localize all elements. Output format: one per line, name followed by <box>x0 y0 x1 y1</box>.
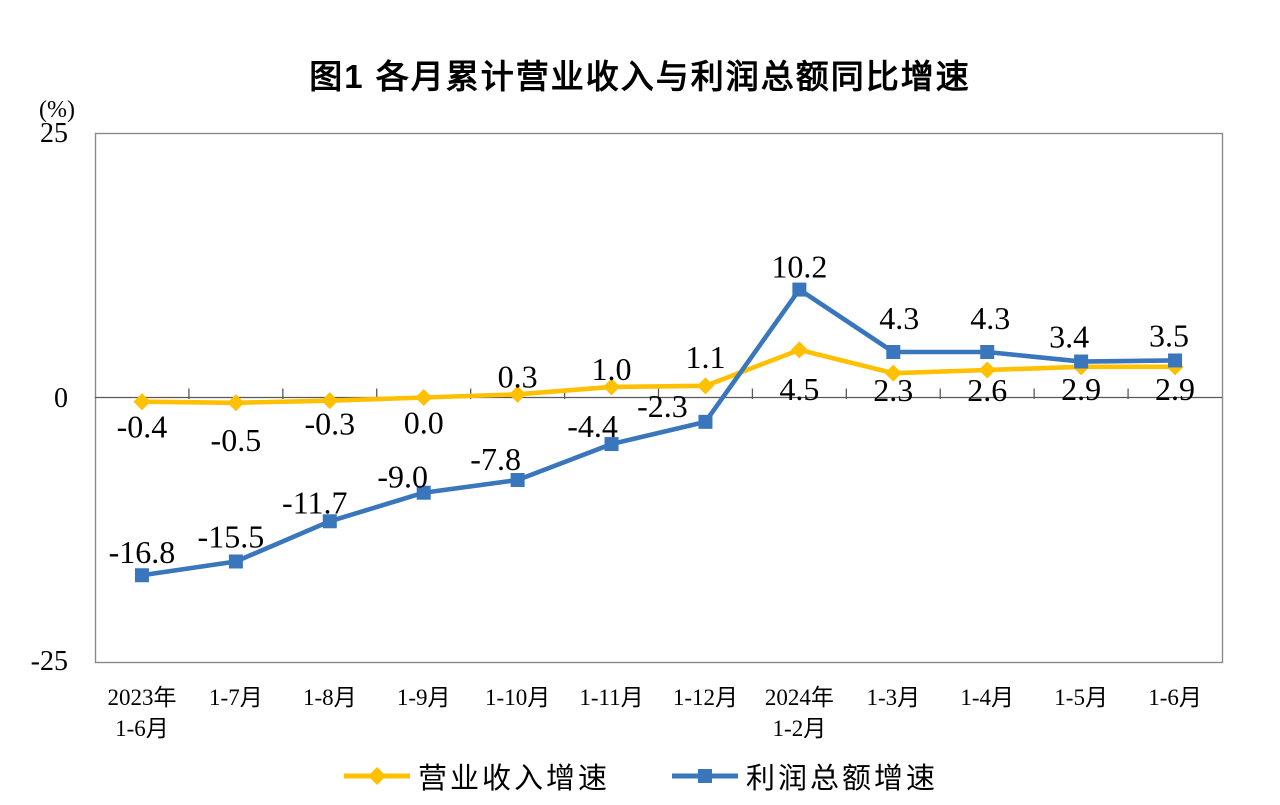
data-point-label: 10.2 <box>771 249 827 285</box>
data-point-marker <box>790 341 808 359</box>
data-point-marker <box>134 568 149 583</box>
x-axis-label: 1-9月 <box>397 685 451 710</box>
data-point-marker <box>604 437 619 452</box>
chart-title: 图1 各月累计营业收入与利润总额同比增速 <box>309 58 971 95</box>
data-point-label: 2.9 <box>1155 371 1195 407</box>
data-point-label: -0.3 <box>304 406 355 442</box>
data-point-label: 3.5 <box>1149 317 1189 353</box>
data-point-marker <box>415 389 433 406</box>
series-line-1 <box>139 287 1178 578</box>
legend-item-revenue: 营业收入增速 <box>342 755 610 797</box>
data-point-label: -7.8 <box>470 441 521 477</box>
data-point-marker <box>133 393 151 411</box>
x-axis-label: 1-11月 <box>579 685 643 710</box>
series-line-0 <box>139 347 1178 406</box>
data-point-label: -2.3 <box>637 388 688 424</box>
x-axis-label: 1-7月 <box>209 685 263 710</box>
data-point-label: -0.4 <box>117 409 168 445</box>
data-point-marker <box>416 485 431 500</box>
legend-label-profit: 利润总额增速 <box>746 763 939 795</box>
data-point-label: 0.0 <box>404 405 444 441</box>
y-axis-label: 0 <box>54 383 68 414</box>
y-axis-label: 25 <box>40 118 68 149</box>
revenue-line-marker-icon <box>343 767 410 785</box>
square-marker-icon <box>698 769 712 783</box>
y-axis-label: -25 <box>31 646 68 677</box>
data-point-label: 2.6 <box>967 372 1007 408</box>
data-point-marker <box>980 345 995 360</box>
x-axis-label: 1-6月 <box>115 716 169 741</box>
data-point-marker <box>322 514 337 529</box>
data-point-label: -0.5 <box>211 422 262 458</box>
data-point-label: 4.3 <box>879 300 919 336</box>
x-axis-label: 1-8月 <box>303 685 357 710</box>
data-point-marker <box>792 282 807 297</box>
legend-label-revenue: 营业收入增速 <box>417 763 610 795</box>
data-point-marker <box>886 345 901 360</box>
x-axis-label: 1-12月 <box>673 685 738 710</box>
data-point-label: 4.3 <box>970 300 1010 336</box>
x-axis-label: 1-10月 <box>485 685 550 710</box>
data-point-marker <box>603 378 621 396</box>
profit-line-marker-icon <box>672 769 738 783</box>
data-point-label: -11.7 <box>282 484 347 520</box>
data-point-marker <box>884 364 902 382</box>
data-point-label: -4.4 <box>567 408 618 444</box>
data-point-marker <box>510 473 525 488</box>
data-point-marker <box>321 392 339 410</box>
y-axis-unit-label: (%) <box>39 97 75 123</box>
x-axis-label: 1-6月 <box>1148 685 1202 710</box>
data-point-label: 4.5 <box>779 371 819 407</box>
data-point-marker <box>696 377 714 395</box>
data-point-marker <box>509 385 527 403</box>
x-axis-label: 2023年 <box>107 685 176 710</box>
data-point-label: 1.1 <box>685 339 725 375</box>
x-axis-label: 1-4月 <box>960 685 1014 710</box>
data-point-label: 2.3 <box>873 372 913 408</box>
data-point-label: -15.5 <box>198 518 265 554</box>
data-point-marker <box>228 554 243 569</box>
data-point-label: 1.0 <box>592 351 632 387</box>
x-axis-label: 1-3月 <box>866 685 920 710</box>
x-axis-label: 1-2月 <box>773 716 827 741</box>
data-point-label: 3.4 <box>1049 319 1089 355</box>
data-point-label: 2.9 <box>1061 371 1101 407</box>
legend-item-profit: 利润总额增速 <box>670 755 938 797</box>
data-point-marker <box>698 414 713 429</box>
x-axis-label: 1-5月 <box>1054 685 1108 710</box>
data-point-label: 0.3 <box>498 358 538 394</box>
data-point-label: -9.0 <box>377 459 428 495</box>
x-axis-label: 2024年 <box>765 685 834 710</box>
data-point-marker <box>978 361 996 379</box>
data-point-marker <box>1074 354 1089 369</box>
data-point-marker <box>227 394 245 412</box>
diamond-marker-icon <box>367 767 386 785</box>
legend: 营业收入增速 利润总额增速 <box>0 755 1280 797</box>
data-point-label: -16.8 <box>109 534 176 570</box>
data-point-marker <box>1168 353 1183 368</box>
